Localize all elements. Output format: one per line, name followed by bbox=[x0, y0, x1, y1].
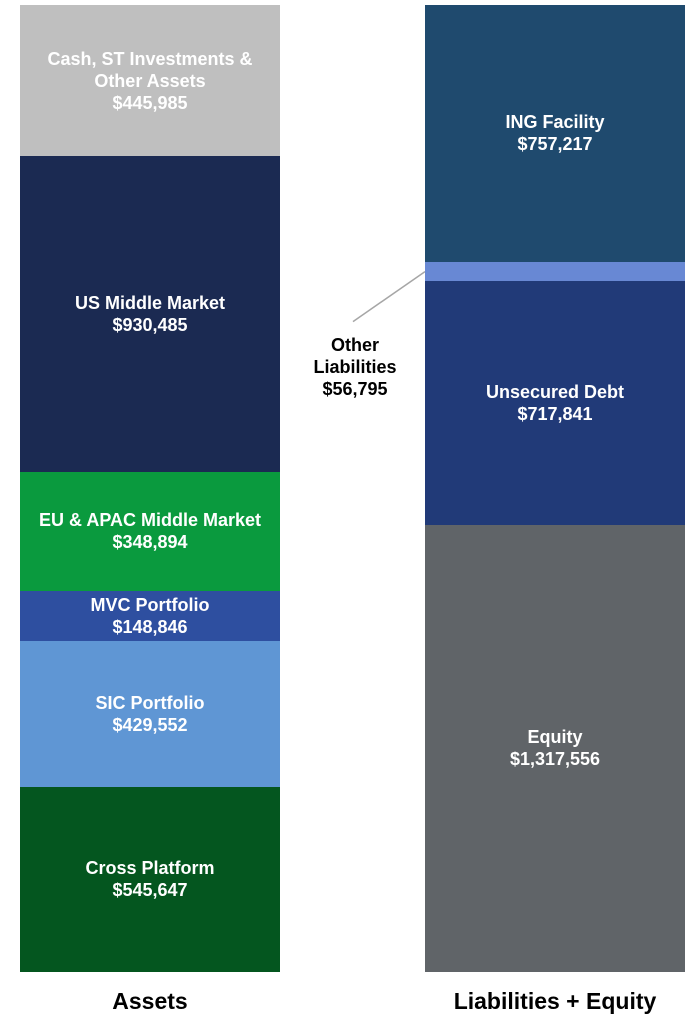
bar-segment bbox=[20, 786, 280, 972]
bar-segment bbox=[20, 156, 280, 473]
bar-segment bbox=[20, 5, 280, 157]
category-label: Liabilities + Equity bbox=[453, 988, 657, 1014]
bar-segment bbox=[20, 590, 280, 642]
bar-segment bbox=[425, 261, 685, 282]
bar-segment bbox=[425, 281, 685, 525]
bar-segment bbox=[425, 5, 685, 262]
bar-segment bbox=[20, 472, 280, 591]
bar-segment bbox=[425, 524, 685, 972]
category-label: Assets bbox=[112, 988, 188, 1014]
bar-segment bbox=[20, 641, 280, 787]
leader-line bbox=[352, 270, 426, 323]
